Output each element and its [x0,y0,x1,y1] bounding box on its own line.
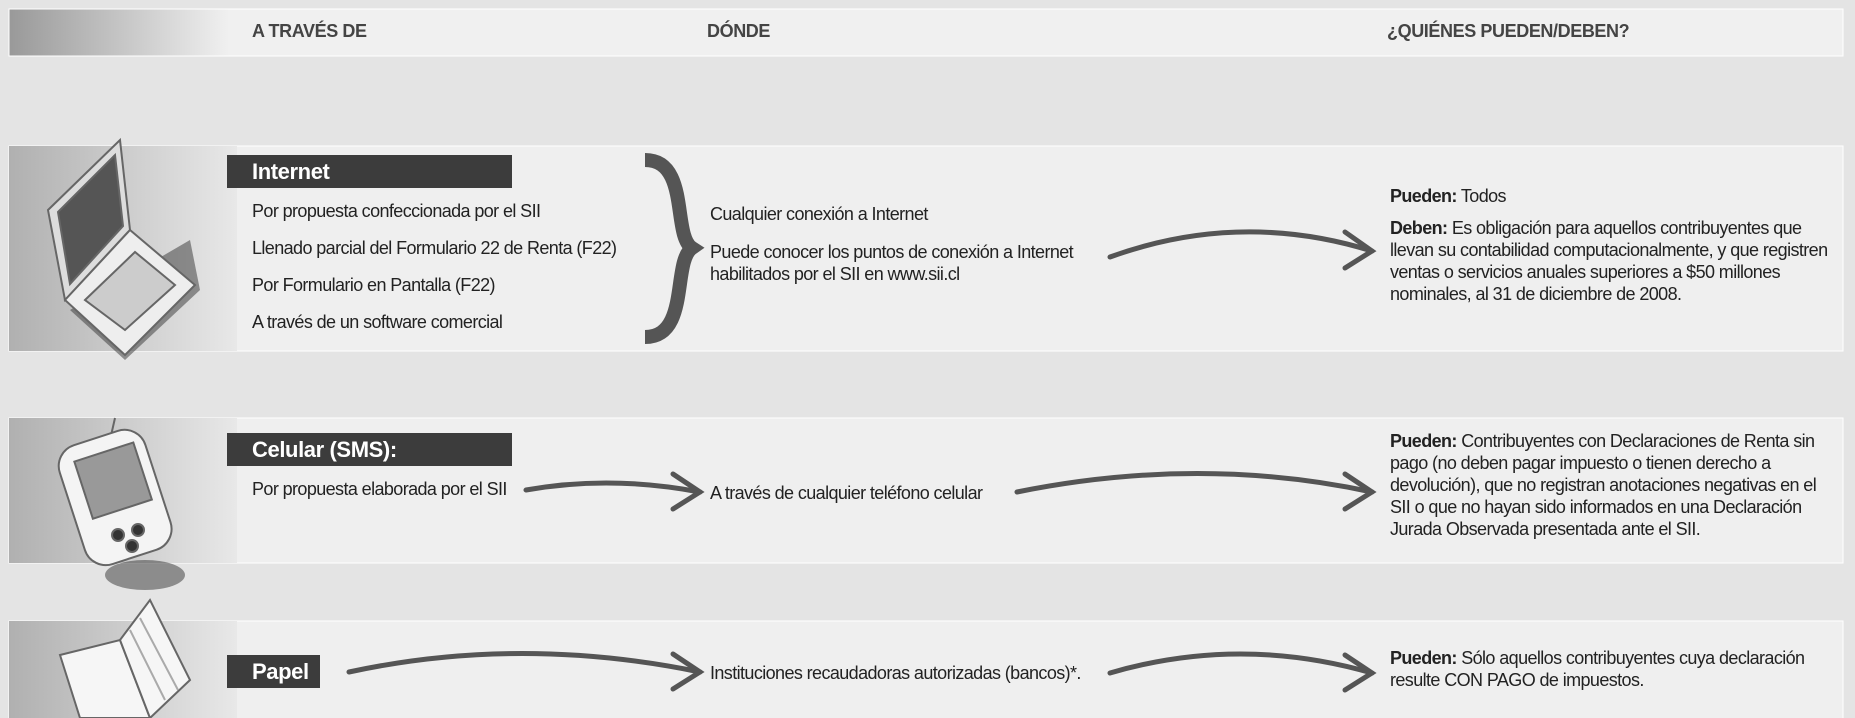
who-label: Deben: [1390,218,1448,238]
header-column: A TRAVÉS DE [252,21,367,41]
laptop-icon [46,137,200,360]
who: Pueden: Todos Deben: Es obligación para … [1390,185,1840,315]
method-label: Internet [227,155,512,188]
arrows [346,229,1377,693]
where: Instituciones recaudadoras autorizadas (… [710,663,1081,683]
who-text: Contribuyentes con Declaraciones de Rent… [1390,431,1817,539]
item: Por Formulario en Pantalla (F22) [252,275,496,295]
who-label: Pueden: [1390,186,1457,206]
method-label: Papel [227,655,320,688]
phone-icon [57,417,185,590]
who-label: Pueden: [1390,648,1457,668]
who: Pueden: Contribuyentes con Declaraciones… [1390,430,1840,550]
item: A través de un software comercial [252,312,503,332]
who-entry: Pueden: Contribuyentes con Declaraciones… [1390,430,1840,540]
where: A través de cualquier teléfono celular [710,483,983,503]
header-bar [8,8,1844,57]
who-label: Pueden: [1390,431,1457,451]
brace [644,153,705,344]
who-entry: Pueden: Sólo aquellos contribuyentes cuy… [1390,647,1840,691]
book-icon [58,598,192,718]
item: Por propuesta elaborada por el SII [252,479,507,499]
who-text: Todos [1460,186,1507,206]
where: Cualquier conexión a Internet [710,204,928,224]
header-column: ¿QUIÉNES PUEDEN/DEBEN? [1387,21,1630,41]
where: Puede conocer los puntos de conexión a I… [710,242,1074,284]
who-entry: Pueden: Todos [1390,185,1840,207]
who-text: Sólo aquellos contribuyentes cuya declar… [1390,648,1805,690]
who-text: Es obligación para aquellos contribuyent… [1390,218,1828,304]
item: Llenado parcial del Formulario 22 de Ren… [252,238,617,258]
who-entry: Deben: Es obligación para aquellos contr… [1390,217,1840,305]
header-column: DÓNDE [707,21,771,41]
item: Por propuesta confeccionada por el SII [252,201,541,221]
who: Pueden: Sólo aquellos contribuyentes cuy… [1390,647,1840,701]
method-label: Celular (SMS): [227,433,512,466]
